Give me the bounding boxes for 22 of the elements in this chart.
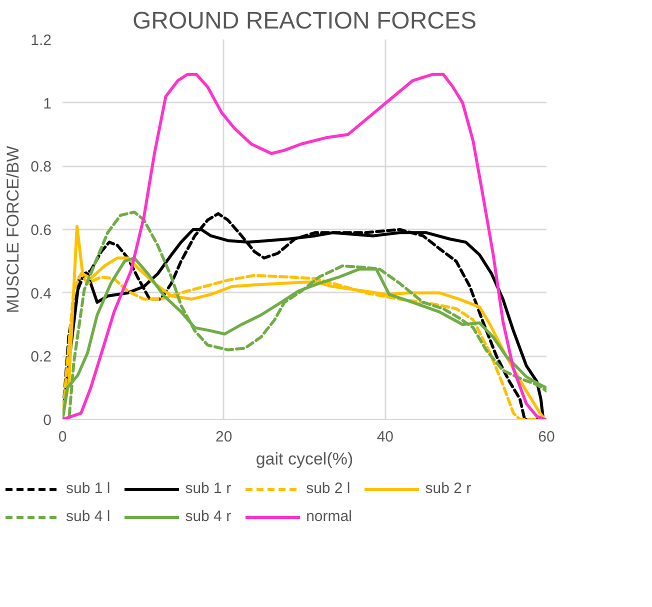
x-tick-label: 0 bbox=[58, 428, 67, 446]
legend-label: sub 4 r bbox=[185, 508, 232, 525]
y-tick-label: 0.2 bbox=[30, 348, 52, 366]
line-series bbox=[62, 72, 546, 420]
y-tick-label: 0 bbox=[43, 412, 52, 429]
x-axis-title: gait cycel(%) bbox=[256, 450, 354, 468]
y-tick-label: 1.2 bbox=[30, 32, 52, 49]
legend-label: sub 1 l bbox=[66, 480, 110, 497]
legend-label: sub 2 r bbox=[425, 480, 472, 497]
y-axis-title: MUSCLE FORCE/BW bbox=[4, 146, 23, 314]
legend-label: normal bbox=[306, 508, 352, 525]
x-tick-label: 40 bbox=[376, 428, 394, 446]
legend-label: sub 2 l bbox=[306, 480, 350, 497]
y-tick-label: 0.6 bbox=[30, 222, 52, 239]
x-tick-label: 60 bbox=[538, 428, 555, 446]
legend-label: sub 4 l bbox=[66, 508, 110, 525]
y-tick-label: 0.4 bbox=[30, 285, 52, 302]
chart-title: GROUND REACTION FORCES bbox=[132, 8, 477, 34]
x-tick-label: 20 bbox=[215, 428, 232, 446]
y-tick-label: 0.8 bbox=[30, 158, 52, 176]
y-tick-label: 1 bbox=[43, 95, 52, 112]
legend-label: sub 1 r bbox=[185, 480, 232, 497]
